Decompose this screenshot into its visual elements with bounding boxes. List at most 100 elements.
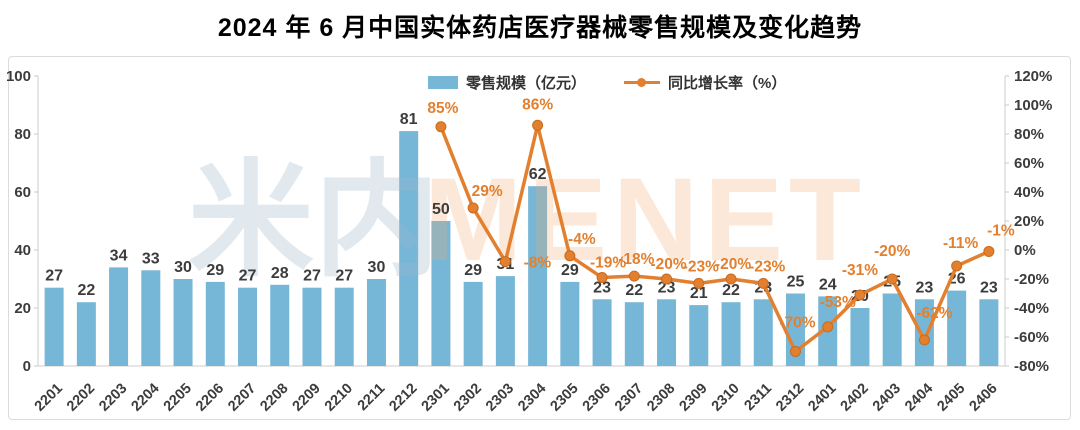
x-label-2310: 2310 [709, 381, 743, 415]
bar-2307 [624, 302, 644, 366]
pct-label-2302: 29% [472, 183, 503, 200]
left-axis-tick: 20 [14, 300, 31, 317]
x-axis-labels: 2201220222032204220522062207220822092210… [32, 381, 1001, 415]
pct-label-2403: -20% [874, 243, 910, 260]
watermark-en: MENET [424, 154, 867, 286]
x-label-2203: 2203 [96, 381, 130, 415]
bar-label-2207: 27 [239, 268, 257, 285]
legend-item-bar: 零售规模（亿元） [428, 72, 586, 93]
bar-label-2201: 27 [45, 268, 63, 285]
legend-item-line: 同比增长率（%） [624, 72, 786, 93]
x-label-2311: 2311 [742, 381, 776, 415]
bar-2310 [721, 302, 741, 366]
bar-labels: 2722343330292728272730815029316229232223… [45, 111, 998, 305]
bar-label-2302: 29 [464, 262, 482, 279]
pct-label-2306: -19% [590, 255, 626, 272]
bar-2305 [560, 281, 580, 366]
bar-label-2209: 27 [303, 268, 321, 285]
pct-label-2308: -20% [650, 256, 686, 273]
right-axis-tick: -20% [1014, 271, 1049, 288]
bar-label-2401: 24 [819, 276, 837, 293]
bar-2405 [947, 290, 967, 366]
bar-label-2309: 21 [690, 285, 708, 302]
bar-2212 [399, 131, 419, 366]
bar-label-2205: 30 [174, 259, 192, 276]
x-label-2205: 2205 [161, 381, 195, 415]
bar-2208 [270, 284, 290, 366]
bar-2206 [205, 281, 225, 366]
bar-series-swatch-icon [428, 76, 458, 89]
left-axis-tick: 0 [23, 358, 31, 375]
point-2310 [725, 273, 737, 285]
right-axis-tick: -40% [1014, 300, 1049, 317]
pct-label-2402: -31% [842, 262, 878, 279]
pct-label-2404: -62% [916, 305, 952, 322]
pct-label-2405: -11% [943, 235, 979, 252]
x-label-2308: 2308 [644, 381, 678, 415]
x-label-2202: 2202 [64, 381, 98, 415]
x-label-2403: 2403 [870, 381, 904, 415]
point-2402 [854, 289, 866, 301]
bar-2303 [495, 276, 515, 366]
growth-line [439, 123, 990, 354]
point-2308 [661, 273, 673, 285]
bar-2203 [109, 267, 129, 366]
right-axis-tick: -80% [1014, 358, 1049, 375]
bar-label-2210: 27 [335, 268, 353, 285]
bar-2302 [463, 281, 483, 366]
x-label-2201: 2201 [32, 381, 66, 415]
x-label-2303: 2303 [483, 381, 517, 415]
bar-label-2211: 30 [368, 259, 386, 276]
point-2304 [532, 119, 544, 131]
x-label-2210: 2210 [322, 381, 356, 415]
bar-label-2212: 81 [400, 111, 418, 128]
page-title: 2024 年 6 月中国实体药店医疗器械零售规模及变化趋势 [217, 14, 863, 42]
line-series-marker-icon [624, 77, 661, 87]
x-label-2212: 2212 [386, 381, 420, 415]
bar-label-2305: 29 [561, 262, 579, 279]
right-axis-tick: 20% [1014, 213, 1044, 230]
x-label-2208: 2208 [257, 381, 291, 415]
bar-2403 [882, 293, 902, 366]
chart-plot: 0 20 40 60 80 100 120% 100% 80% 60% 40% 20% 0% -20% -4… [6, 68, 1052, 415]
point-2311 [757, 277, 769, 289]
bar-2205 [173, 279, 193, 366]
bar-2306 [592, 299, 612, 366]
bar-label-2208: 28 [271, 265, 289, 282]
bar-label-2310: 22 [722, 282, 740, 299]
bar-label-2406: 23 [980, 279, 998, 296]
bar-label-2307: 22 [625, 282, 643, 299]
right-axis-tick: -60% [1014, 329, 1049, 346]
legend-bar-label: 零售规模（亿元） [466, 75, 587, 92]
right-axis-tick: 0% [1014, 242, 1036, 259]
bar-2209 [302, 287, 322, 366]
pct-label-2312: -70% [779, 315, 815, 332]
x-label-2304: 2304 [515, 381, 549, 415]
point-2406 [983, 245, 995, 257]
pct-label-2304: 86% [522, 96, 553, 113]
x-label-2204: 2204 [129, 381, 163, 415]
x-label-2302: 2302 [451, 381, 485, 415]
bar-2210 [334, 287, 354, 366]
right-axis-tick: 40% [1014, 184, 1044, 201]
point-2405 [951, 260, 963, 272]
axes: 0 20 40 60 80 100 120% 100% 80% 60% 40% 20% 0% -20% -4… [6, 68, 1052, 375]
x-label-2211: 2211 [355, 381, 389, 415]
bar-2406 [979, 299, 999, 366]
bar-2311 [753, 299, 773, 366]
point-2312 [789, 346, 801, 357]
bar-label-2306: 23 [593, 279, 611, 296]
bar-label-2204: 33 [142, 250, 160, 267]
bar-2402 [850, 308, 870, 366]
point-2301 [435, 121, 447, 133]
bars-group [44, 131, 999, 366]
x-label-2306: 2306 [580, 381, 614, 415]
legend-line-label: 同比增长率（%） [668, 75, 787, 92]
point-2302 [467, 202, 479, 214]
bar-2207 [238, 287, 258, 366]
right-axis-tick: 100% [1014, 97, 1052, 114]
x-label-2305: 2305 [548, 381, 582, 415]
watermark-cn: 米内 [188, 150, 440, 291]
point-2404 [918, 334, 930, 346]
line-group: 85%29%-8%86%-4%-19%-18%-20%-23%-20%-23%-… [427, 96, 1015, 357]
